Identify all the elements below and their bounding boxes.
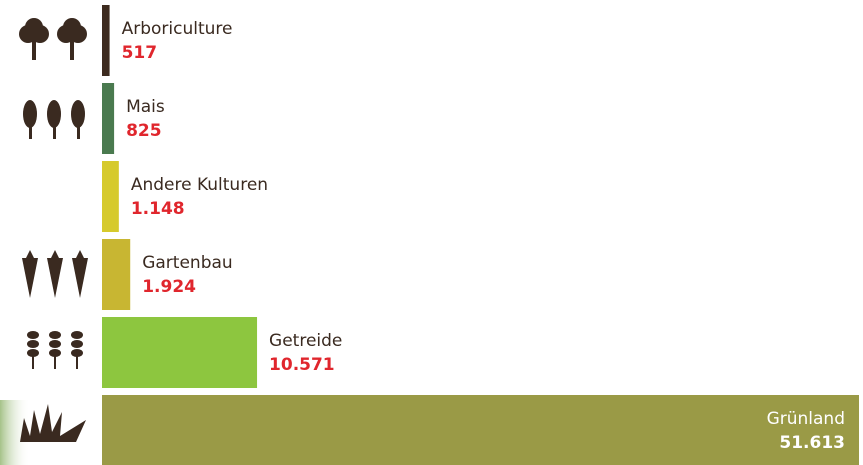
bar <box>102 239 131 310</box>
icon-carrots <box>22 250 88 298</box>
value-label: 1.148 <box>131 199 185 219</box>
value-label: 1.924 <box>142 277 196 297</box>
bar <box>102 83 115 154</box>
category-label: Gartenbau <box>142 253 232 273</box>
value-label: 10.571 <box>269 355 335 375</box>
icon-wheat <box>27 331 83 369</box>
value-label: 51.613 <box>779 433 845 453</box>
bar <box>102 161 119 232</box>
category-label: Grünland <box>767 409 845 429</box>
icon-trees <box>19 18 87 60</box>
category-label: Andere Kulturen <box>131 175 268 195</box>
bar <box>102 5 110 76</box>
bar <box>102 395 859 465</box>
icon-corn <box>23 100 85 139</box>
category-label: Arboriculture <box>122 19 233 39</box>
icon-grass <box>20 404 86 442</box>
category-label: Getreide <box>269 331 342 351</box>
bar <box>102 317 258 388</box>
value-label: 825 <box>126 121 162 141</box>
category-label: Mais <box>126 97 165 117</box>
value-label: 517 <box>122 43 158 63</box>
